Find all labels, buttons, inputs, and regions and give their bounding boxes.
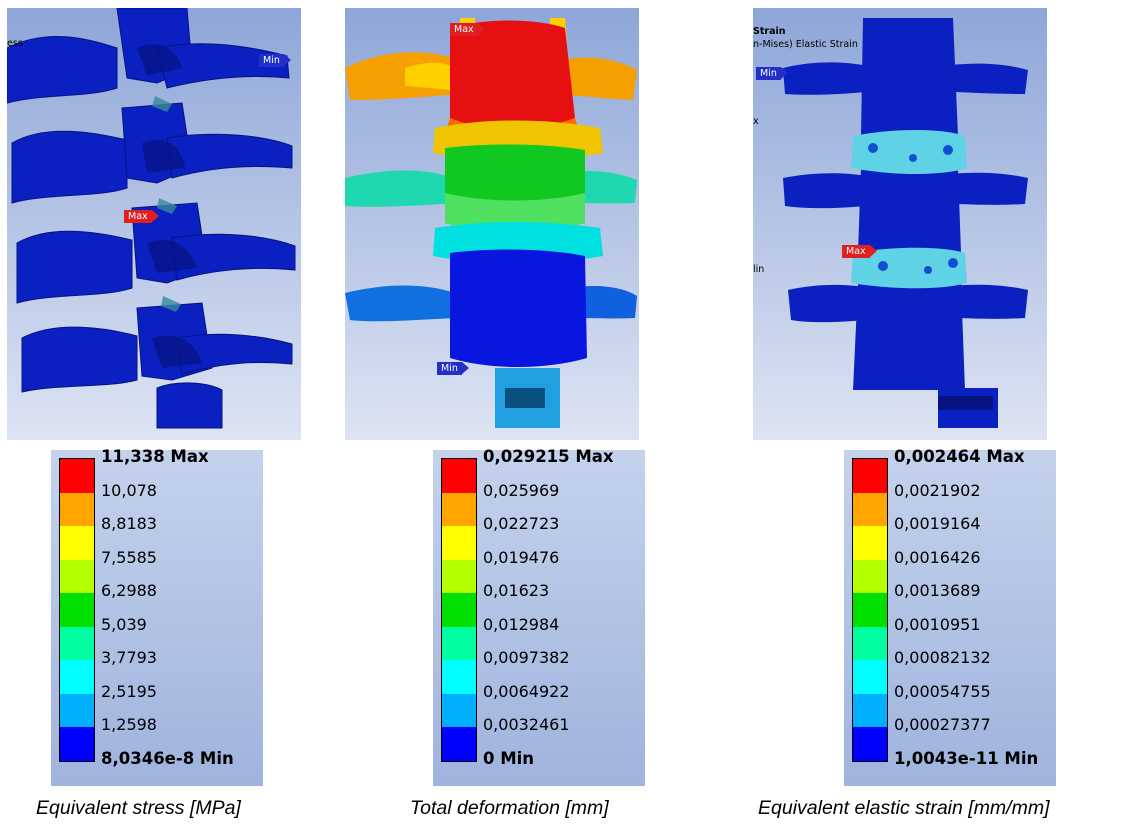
stress-legend-swatch	[60, 593, 94, 627]
stress-legend-label: 1,2598	[101, 715, 157, 734]
stress-legend-swatch	[60, 693, 94, 727]
stress-legend-swatch	[60, 526, 94, 560]
stress-spine-model	[7, 8, 301, 440]
stress-legend-label: 10,078	[101, 480, 157, 500]
stress-legend-label: 5,039	[101, 614, 147, 634]
deformation-render: Max Min	[345, 8, 639, 440]
deformation-legend-swatch	[442, 559, 476, 593]
stress-legend-colorbar	[59, 458, 95, 762]
stress-legend-label: 6,2988	[101, 581, 157, 600]
strain-legend-swatch	[853, 660, 887, 694]
stress-legend-label: 7,5585	[101, 547, 157, 567]
deformation-legend-label: 0,019476	[483, 547, 560, 567]
strain-legend: 0,002464 Max 0,0021902 0,0019164 0,0016426 0…	[844, 447, 1056, 786]
deformation-caption: Total deformation [mm]	[410, 797, 609, 819]
stress-legend-label: 2,5195	[101, 681, 157, 701]
deformation-legend-swatch	[442, 693, 476, 727]
deformation-legend-label: 0,0064922	[483, 681, 570, 701]
strain-header-title: Strain	[753, 26, 786, 37]
strain-min-marker: Min	[756, 67, 788, 80]
deformation-min-marker: Min	[437, 362, 469, 375]
stress-legend-swatch	[60, 492, 94, 526]
stress-legend-swatch	[60, 660, 94, 694]
deformation-legend-swatch	[442, 459, 476, 493]
strain-caption: Equivalent elastic strain [mm/mm]	[758, 797, 1050, 819]
deformation-legend-label: 0,0097382	[483, 648, 570, 667]
deformation-legend-label: 0 Min	[483, 748, 535, 768]
strain-max-marker: Max	[842, 245, 877, 258]
strain-header-max-fragment: x	[753, 116, 759, 127]
deformation-legend-swatch	[442, 593, 476, 627]
strain-spine-model	[753, 8, 1047, 440]
strain-header-min-fragment: lin	[753, 264, 765, 275]
strain-legend-label: 0,00082132	[894, 648, 991, 667]
deformation-legend-swatch	[442, 660, 476, 694]
stress-legend-swatch	[60, 559, 94, 593]
strain-legend-label: 0,00054755	[894, 681, 991, 701]
stress-caption: Equivalent stress [MPa]	[36, 797, 241, 819]
deformation-legend-swatch	[442, 626, 476, 660]
strain-render: Strain n-Mises) Elastic Strain Min x Max…	[753, 8, 1047, 440]
strain-legend-label: 0,0019164	[894, 514, 981, 533]
strain-legend-label: 0,00027377	[894, 715, 991, 734]
strain-legend-swatch	[853, 492, 887, 526]
deformation-legend-label: 0,01623	[483, 581, 550, 600]
deformation-legend-swatch	[442, 727, 476, 761]
deformation-legend-label: 0,022723	[483, 514, 560, 533]
stress-render: ess Min Max	[7, 8, 301, 440]
strain-legend-label: 0,0016426	[894, 547, 981, 567]
deformation-legend: 0,029215 Max 0,025969 0,022723 0,019476 0,01…	[433, 447, 645, 786]
stress-legend-label: 3,7793	[101, 648, 157, 667]
strain-legend-label: 0,0010951	[894, 614, 981, 634]
deformation-spine-model	[345, 8, 639, 440]
strain-legend-swatch	[853, 626, 887, 660]
strain-legend-swatch	[853, 693, 887, 727]
stress-legend-label: 11,338 Max	[101, 447, 209, 466]
deformation-legend-label: 0,0032461	[483, 715, 570, 734]
stress-header-text: ess	[7, 38, 23, 49]
strain-legend-swatch	[853, 727, 887, 761]
strain-header-subtitle: n-Mises) Elastic Strain	[753, 39, 858, 50]
strain-legend-swatch	[853, 459, 887, 493]
stress-legend: 11,338 Max 10,078 8,8183 7,5585 6,2988 5,039 3…	[51, 447, 263, 786]
stress-max-marker: Max	[124, 210, 159, 223]
stress-legend-swatch	[60, 459, 94, 493]
stress-legend-label: 8,0346e-8 Min	[101, 748, 234, 768]
deformation-legend-label: 0,029215 Max	[483, 447, 614, 466]
strain-legend-swatch	[853, 526, 887, 560]
strain-legend-label: 0,0013689	[894, 581, 981, 600]
stress-min-marker: Min	[259, 54, 291, 67]
deformation-legend-swatch	[442, 492, 476, 526]
deformation-legend-swatch	[442, 526, 476, 560]
deformation-legend-label: 0,025969	[483, 480, 560, 500]
deformation-max-marker: Max	[450, 23, 485, 36]
deformation-legend-colorbar	[441, 458, 477, 762]
deformation-legend-label: 0,012984	[483, 614, 560, 634]
strain-legend-label: 0,0021902	[894, 480, 981, 500]
stress-legend-swatch	[60, 626, 94, 660]
strain-legend-swatch	[853, 593, 887, 627]
stress-legend-label: 8,8183	[101, 514, 157, 533]
strain-legend-swatch	[853, 559, 887, 593]
strain-legend-label: 0,002464 Max	[894, 447, 1025, 466]
strain-legend-colorbar	[852, 458, 888, 762]
strain-legend-label: 1,0043e-11 Min	[894, 748, 1039, 768]
stress-legend-swatch	[60, 727, 94, 761]
